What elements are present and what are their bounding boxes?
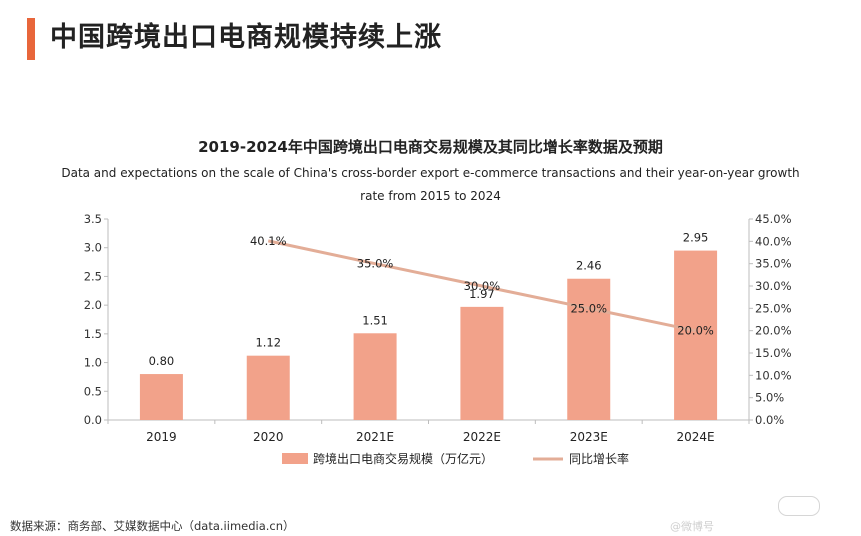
y-right-tick-label: 0.0% [755, 413, 784, 427]
watermark-text: @微博号 [670, 520, 714, 533]
y-right-tick-label: 25.0% [755, 301, 792, 315]
bar-value-label: 2.95 [683, 231, 709, 245]
y-left-tick-label: 1.5 [84, 327, 102, 341]
bar [139, 374, 183, 420]
y-right-tick-label: 10.0% [755, 368, 792, 382]
bar [674, 250, 718, 420]
y-right-tick-label: 30.0% [755, 279, 792, 293]
bar-value-label: 1.51 [362, 313, 388, 327]
growth-rate-line [267, 239, 696, 333]
legend-line-label: 同比增长率 [569, 451, 629, 466]
y-right-tick-label: 5.0% [755, 391, 784, 405]
x-category-label: 2023E [570, 430, 608, 444]
y-left-tick-label: 2.5 [84, 269, 102, 283]
growth-rate-label: 30.0% [464, 279, 501, 293]
chart-title: 2019-2024年中国跨境出口电商交易规模及其同比增长率数据及预期 [198, 138, 663, 156]
data-source-note: 数据来源：商务部、艾媒数据中心（data.iimedia.cn） [10, 519, 295, 533]
growth-rate-label: 40.1% [250, 234, 287, 248]
y-right-tick-label: 15.0% [755, 346, 792, 360]
x-category-label: 2022E [463, 430, 501, 444]
bar [353, 333, 397, 420]
y-left-tick-label: 0.5 [84, 384, 102, 398]
bar [460, 306, 504, 420]
y-left-tick-label: 2.0 [84, 298, 102, 312]
x-category-label: 2024E [677, 430, 715, 444]
watermark-badge [778, 496, 820, 516]
y-right-tick-label: 40.0% [755, 234, 792, 248]
y-right-tick-label: 45.0% [755, 212, 792, 226]
bar [567, 278, 611, 420]
bar-value-label: 2.46 [576, 259, 602, 273]
y-left-tick-label: 3.0 [84, 241, 102, 255]
legend-bar-label: 跨境出口电商交易规模（万亿元） [313, 451, 493, 466]
bar-value-label: 0.80 [149, 354, 175, 368]
y-right-tick-label: 20.0% [755, 324, 792, 338]
bar-value-label: 1.97 [469, 287, 495, 301]
page-title: 中国跨境出口电商规模持续上涨 [50, 22, 442, 53]
growth-rate-label: 25.0% [570, 301, 607, 315]
x-category-label: 2019 [146, 430, 177, 444]
chart-subtitle: Data and expectations on the scale of Ch… [61, 166, 800, 203]
y-left-tick-label: 0.0 [84, 413, 102, 427]
bar [246, 355, 290, 420]
x-category-label: 2020 [253, 430, 284, 444]
bar-value-label: 1.12 [255, 336, 281, 350]
growth-rate-label: 20.0% [677, 324, 714, 338]
title-accent-bar [27, 18, 35, 60]
x-category-label: 2021E [356, 430, 394, 444]
y-right-tick-label: 35.0% [755, 257, 792, 271]
legend-bar-swatch [282, 453, 308, 464]
y-left-tick-label: 1.0 [84, 356, 102, 370]
y-left-tick-label: 3.5 [84, 212, 102, 226]
growth-rate-label: 35.0% [357, 257, 394, 271]
